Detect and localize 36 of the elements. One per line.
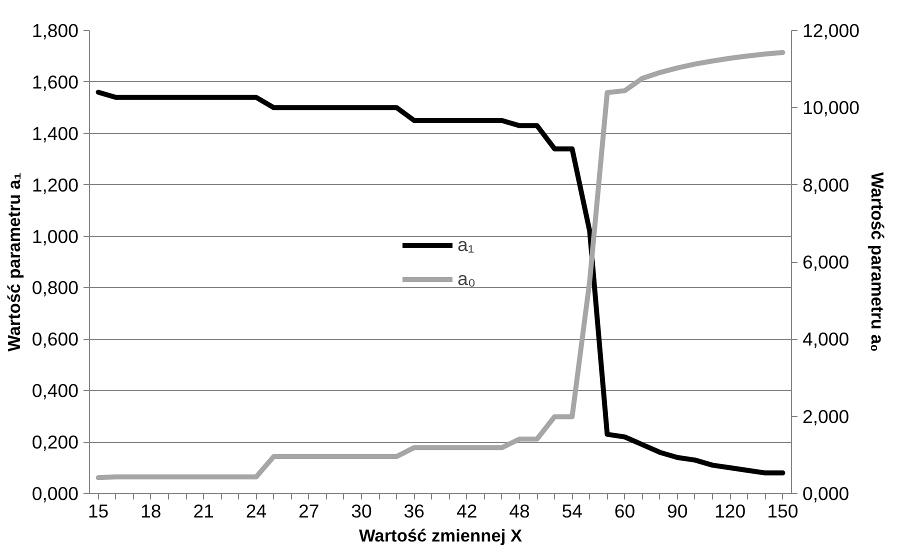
y2-tick-label: 2,000 bbox=[802, 406, 850, 427]
y2-tick-label: 12,000 bbox=[802, 20, 860, 41]
y-tick-label: 1,200 bbox=[32, 174, 78, 196]
x-tick-label: 18 bbox=[140, 500, 162, 522]
y-tick-label: 1,000 bbox=[32, 226, 78, 247]
y2-tick-label: 8,000 bbox=[802, 174, 850, 196]
y-tick-label: 0,000 bbox=[32, 483, 78, 504]
y2-axis-title: Wartość parametru a₀ bbox=[868, 172, 888, 352]
x-tick-label: 48 bbox=[509, 500, 530, 522]
y-tick-label: 1,400 bbox=[32, 122, 78, 144]
x-tick-label: 27 bbox=[298, 500, 320, 522]
y2-tick-label: 4,000 bbox=[802, 328, 850, 350]
y-tick-label: 0,600 bbox=[32, 328, 78, 350]
x-tick-label: 15 bbox=[88, 500, 109, 522]
y-tick-label: 1,600 bbox=[32, 71, 78, 92]
y2-tick-label: 6,000 bbox=[802, 252, 850, 272]
x-tick-label: 150 bbox=[767, 500, 798, 522]
y-tick-label: 0,200 bbox=[32, 432, 78, 453]
y-tick-label: 1,800 bbox=[32, 20, 78, 41]
x-tick-label: 24 bbox=[246, 500, 267, 522]
y-axis-title: Wartość parametru a₁ bbox=[4, 172, 24, 352]
y2-tick-label: 10,000 bbox=[802, 97, 860, 118]
x-tick-label: 36 bbox=[404, 500, 425, 522]
x-tick-label: 120 bbox=[714, 500, 746, 522]
x-axis-title: Wartość zmiennej X bbox=[358, 526, 522, 546]
x-tick-label: 60 bbox=[614, 500, 636, 522]
y-tick-label: 0,800 bbox=[32, 277, 78, 298]
y-tick-label: 0,400 bbox=[32, 380, 78, 402]
x-tick-label: 90 bbox=[667, 500, 688, 522]
x-tick-label: 54 bbox=[562, 500, 583, 522]
x-tick-label: 21 bbox=[193, 500, 214, 522]
x-tick-label: 30 bbox=[351, 500, 372, 522]
x-tick-label: 42 bbox=[456, 500, 478, 522]
legend-label: a₁ bbox=[458, 234, 476, 256]
legend-label: a₀ bbox=[458, 268, 477, 290]
y2-tick-label: 0,000 bbox=[802, 483, 850, 504]
